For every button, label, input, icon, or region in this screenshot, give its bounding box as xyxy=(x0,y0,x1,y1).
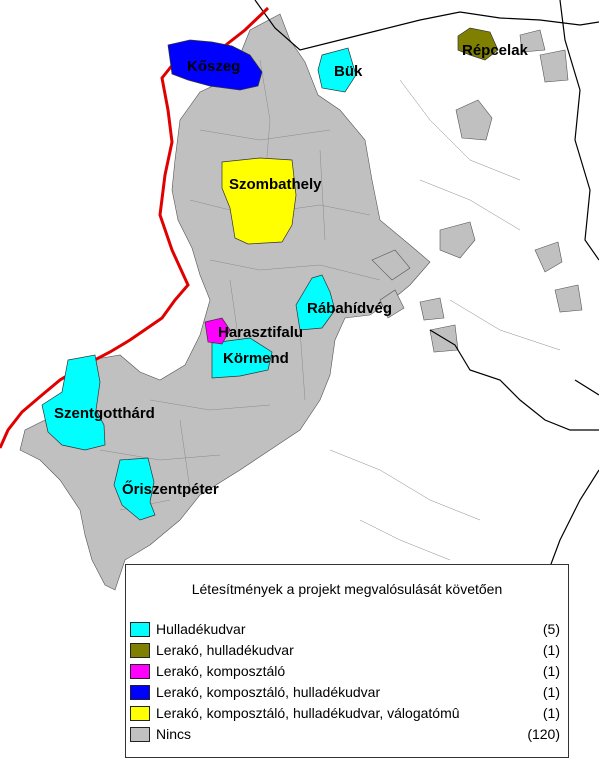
town-label-szombathely: Szombathely xyxy=(229,176,322,193)
legend-swatch xyxy=(130,705,150,721)
town-labels: Kőszeg Bük Répcelak Szombathely Rábahídv… xyxy=(54,42,529,498)
legend-count: (5) xyxy=(542,621,560,637)
regional-lines xyxy=(254,0,599,601)
legend-count: (120) xyxy=(527,726,560,742)
legend-swatch xyxy=(130,726,150,742)
legend-count: (1) xyxy=(542,705,560,721)
legend-title: Létesítmények a projekt megvalósulását k… xyxy=(191,581,503,597)
town-label-rabahidveg: Rábahídvég xyxy=(307,300,392,317)
town-label-koszeg: Kőszeg xyxy=(187,58,240,75)
town-label-harasztifalu: Harasztifalu xyxy=(218,324,303,341)
legend-swatch xyxy=(130,642,150,658)
legend-swatch xyxy=(130,684,150,700)
region-nincs-areas xyxy=(19,13,583,591)
legend-label: Lerakó, komposztáló, hulladékudvar, válo… xyxy=(156,705,460,721)
legend-label: Hulladékudvar xyxy=(156,621,246,637)
legend-item-lerako-hulladekudvar: Lerakó, hulladékudvar (1) xyxy=(130,640,560,660)
legend-count: (1) xyxy=(542,642,560,658)
map-legend: Létesítmények a projekt megvalósulását k… xyxy=(125,564,569,758)
legend-count: (1) xyxy=(542,663,560,679)
legend-label: Lerakó, komposztáló xyxy=(156,663,286,679)
legend-swatch xyxy=(130,621,150,637)
town-label-buk: Bük xyxy=(334,63,363,80)
legend-count: (1) xyxy=(542,684,560,700)
region-lerako-komposztalo-hulladekudvar xyxy=(167,39,263,91)
legend-label: Lerakó, hulladékudvar xyxy=(156,642,294,658)
town-label-kormend: Körmend xyxy=(223,350,289,367)
town-label-szentgotthard: Szentgotthárd xyxy=(54,405,155,422)
region-lerako-hulladekudvar xyxy=(457,27,499,61)
town-label-oriszentpeter: Őriszentpéter xyxy=(122,480,219,498)
legend-item-nincs: Nincs (120) xyxy=(130,724,560,744)
legend-item-valogatomu: Lerakó, komposztáló, hulladékudvar, válo… xyxy=(130,703,560,723)
legend-item-lerako-komposztalo: Lerakó, komposztáló (1) xyxy=(130,661,560,681)
legend-label: Nincs xyxy=(156,726,192,742)
region-lerako-komposztalo-hulladekudvar-valogatomu xyxy=(221,157,297,245)
legend-swatch xyxy=(130,663,150,679)
region-hulladekudvar xyxy=(41,47,357,521)
region-lerako-komposztalo xyxy=(204,317,231,345)
legend-item-hulladekudvar: Hulladékudvar (5) xyxy=(130,619,560,639)
town-label-repcelak: Répcelak xyxy=(462,42,529,59)
legend-label: Lerakó, komposztáló, hulladékudvar xyxy=(156,684,381,700)
legend-item-lerako-komposztalo-hulladekudvar: Lerakó, komposztáló, hulladékudvar (1) xyxy=(130,682,560,702)
